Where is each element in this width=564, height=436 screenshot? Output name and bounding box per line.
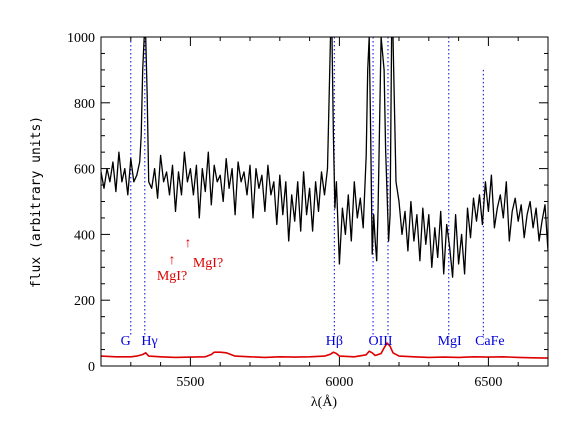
y-tick-label: 1000 (67, 31, 95, 46)
line-label-g: G (121, 334, 131, 349)
y-tick-label: 0 (88, 360, 95, 375)
line-label-hβ: Hβ (326, 334, 343, 349)
line-label-oiii: OIII (368, 334, 392, 349)
y-tick-label: 400 (74, 228, 95, 243)
mgi-annotation-1: MgI? (157, 269, 187, 284)
line-label-cafe: CaFe (475, 334, 505, 349)
y-axis-title: flux (arbitrary units) (29, 116, 44, 288)
plot-frame (100, 36, 549, 367)
x-tick-label: 6500 (474, 375, 502, 390)
x-tick-label: 5500 (176, 375, 204, 390)
mgi-arrow-2: ↑ (185, 236, 192, 251)
mgi-annotation-2: MgI? (193, 256, 223, 271)
mgi-arrow-1: ↑ (169, 253, 176, 268)
error-spectrum-line (101, 342, 548, 359)
x-axis-title: λ(Å) (311, 394, 338, 410)
y-tick-label: 600 (74, 163, 95, 178)
line-label-hγ: Hγ (141, 334, 157, 349)
y-tick-label: 800 (74, 97, 95, 112)
x-tick-label: 6000 (325, 375, 353, 390)
line-label-mgi: MgI (438, 334, 462, 349)
y-tick-label: 200 (74, 294, 95, 309)
spectrum-line (101, 37, 548, 278)
